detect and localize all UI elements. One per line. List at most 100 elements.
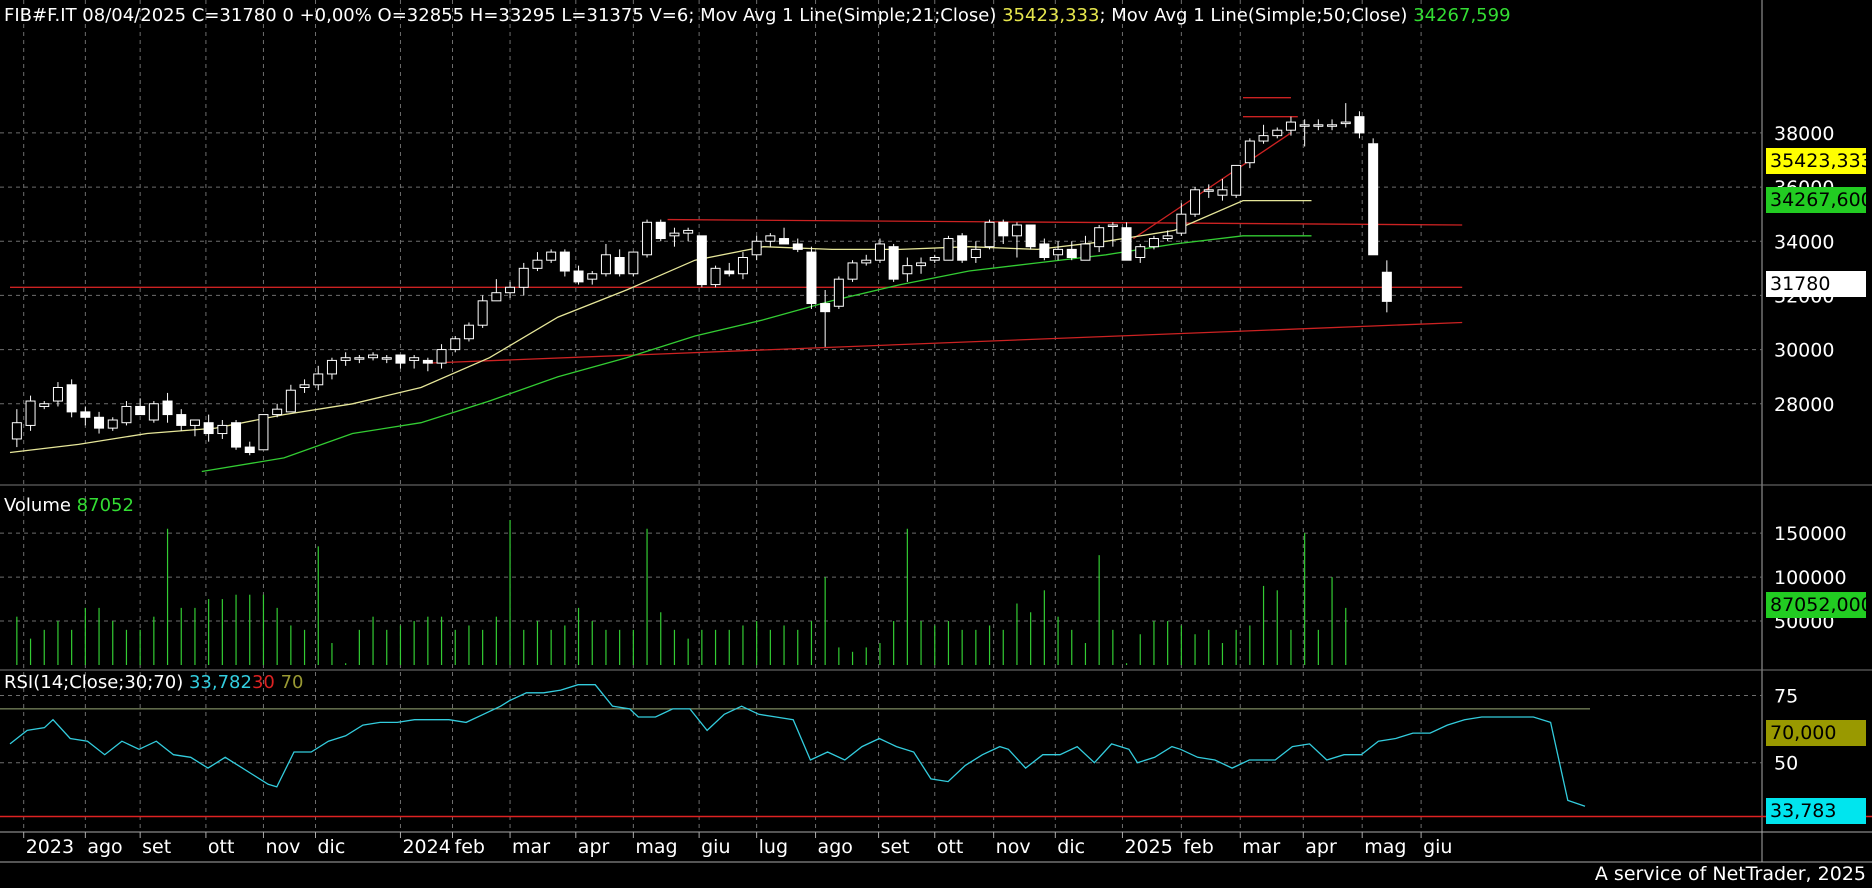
candle-body [1381,271,1392,302]
candle-body [1011,224,1022,237]
candle-body [409,357,420,361]
x-tick-label: lug [759,836,788,858]
candle-body [779,238,790,245]
candle-body [340,357,351,361]
candle-body [642,221,653,256]
candle-body [943,238,954,261]
x-tick-label: 2023 [26,836,74,858]
price-tick-label: 28000 [1774,394,1834,416]
candle-body [929,257,940,261]
candle-body [66,384,77,413]
candle-body [559,251,570,272]
candle-body [80,411,91,418]
volume-header: Volume 87052 [4,496,134,516]
ma50-label: ; Mov Avg 1 Line(Simple;50;Close) [1099,5,1414,26]
x-tick-label: nov [996,836,1031,858]
candle-body [518,267,529,288]
candle-body [820,303,831,313]
ma21-label: ; Mov Avg 1 Line(Simple;21;Close) [688,5,1003,26]
candle-body [1244,140,1255,164]
candle-body [1066,248,1077,258]
x-tick-label: set [142,836,171,858]
volume-tick-label: 100000 [1774,567,1847,589]
candle-body [614,257,625,275]
x-tick-label: feb [1183,836,1213,858]
candle-body [176,414,187,426]
candle-body [696,235,707,286]
candle-body [354,357,365,360]
trendline [667,218,1463,226]
rsi-tick-label: 50 [1774,753,1798,775]
candle-body [1354,116,1365,134]
volume-label: Volume [4,495,77,516]
candle-body [463,324,474,340]
candle-body [395,354,406,364]
price-tick-label: 38000 [1774,123,1834,145]
candle-body [600,254,611,275]
candle-body [1231,164,1242,196]
candle-body [710,267,721,286]
candle-body [505,286,516,294]
candle-body [1327,124,1338,127]
close-tag: 31780 [1766,271,1866,297]
volume-tick-label: 150000 [1774,523,1847,545]
candle-body [52,387,63,402]
candle-body [121,405,132,424]
candle-body [847,262,858,280]
candle-body [546,251,557,261]
candle-body [258,414,269,451]
candle-body [39,403,50,407]
x-tick-label: mar [1242,836,1280,858]
x-tick-label: ago [818,836,853,858]
x-tick-label: mar [512,836,550,858]
candle-body [285,389,296,413]
rsi-low: 30 [251,672,275,693]
x-tick-label: ago [87,836,122,858]
volume-tag: 87052,000 [1766,592,1872,618]
candle-body [135,405,146,416]
candle-body [1053,248,1064,256]
ma50-tag: 34267,600 [1766,187,1872,213]
x-tick-label: nov [265,836,300,858]
candle-body [765,235,776,242]
x-tick-label: giu [1423,836,1452,858]
candle-body [916,262,927,267]
candle-body [1176,213,1187,234]
rsi-header: RSI(14;Close;30;70) 33,78230 70 [4,673,303,693]
candle-body [313,373,324,386]
rsi-label: RSI(14;Close;30;70) [4,672,189,693]
candle-body [1121,227,1132,261]
candle-body [1080,243,1091,261]
candle-body [998,221,1009,237]
candle-body [1162,235,1173,240]
candle-body [244,446,255,454]
candle-body [491,292,502,302]
candle-body [1340,121,1351,125]
x-tick-label: apr [1305,836,1337,858]
candle-body [628,251,639,275]
x-tick-label: dic [1057,836,1085,858]
candle-body [272,408,283,416]
ma21-tag: 35423,333 [1766,148,1872,174]
candle-body [94,416,105,429]
candle-body [189,419,200,426]
x-tick-label: feb [455,836,485,858]
candle-body [1107,224,1118,227]
trendline [1133,132,1292,240]
candle-body [1203,189,1214,192]
candle-body [874,243,885,261]
candle-body [148,403,159,421]
rsi-line [9,684,1586,807]
candle-body [792,243,803,250]
candle-body [450,338,461,351]
x-tick-label: apr [578,836,610,858]
rsi-high-tag: 70,000 [1766,720,1866,746]
candle-body [957,235,968,261]
candle-body [1217,189,1228,196]
candle-body [970,248,981,258]
x-tick-label: giu [701,836,730,858]
candle-body [1272,129,1283,137]
candle-body [436,349,447,364]
candle-body [326,359,337,375]
